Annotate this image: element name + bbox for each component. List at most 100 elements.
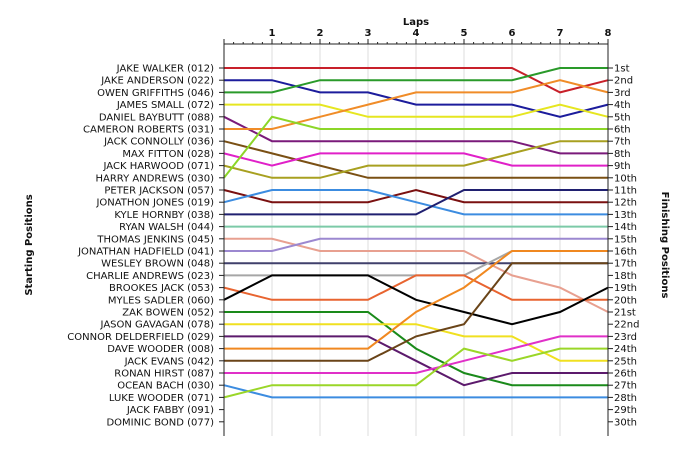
left-axis-title: Starting Positions [24,194,35,295]
rider-name-label: KYLE HORNBY (038) [114,210,214,221]
rider-name-label: JAKE ANDERSON (022) [100,76,214,87]
rider-position-line [223,274,609,326]
lap-tick-label: 6 [509,28,516,39]
rider-name-label: OWEN GRIFFITHS (046) [97,88,214,99]
rider-name-label: JASON GAVAGAN (078) [100,320,215,331]
finishing-position-label: 20th [614,295,637,306]
lap-tick-label: 8 [605,28,612,39]
rider-name-label: HARRY ANDREWS (030) [96,173,215,184]
rider-position-line [223,140,608,179]
lap-tick-label: 5 [461,28,468,39]
rider-name-label: JACK CONNOLLY (036) [103,137,214,148]
rider-position-line [223,115,608,155]
rider-name-label: DANIEL BAYBUTT (088) [99,112,214,123]
finishing-position-label: 10th [614,173,637,184]
rider-name-label: JACK EVANS (042) [124,356,215,367]
rider-position-line [224,262,608,362]
axes [219,43,613,436]
rider-name-label: LUKE WOODER (071) [109,393,214,404]
finishing-position-label: 25th [614,356,637,367]
finishing-position-label: 30th [614,417,637,428]
rider-name-label: JACK HARWOOD (071) [103,161,215,172]
rider-name-label: JAKE WALKER (012) [116,64,214,75]
rider-position-line [224,335,608,374]
finishing-position-label: 29th [614,405,637,416]
rider-position-line [223,115,608,179]
lap-ticks: 1 2 3 4 5 6 7 8 [223,28,612,44]
finishing-position-label: 2nd [614,76,633,87]
finishing-position-label: 3rd [614,88,631,99]
rider-position-line [224,79,609,130]
finishing-position-label: 4th [614,100,631,111]
rider-position-line [224,103,609,118]
rider-name-label: CAMERON ROBERTS (031) [83,125,214,136]
finishing-position-label: 22nd [614,320,639,331]
rider-name-label: PETER JACKSON (057) [104,186,214,197]
rider-position-line [223,188,608,204]
rider-name-label: JONATHAN HADFIELD (041) [77,247,214,258]
rider-position-line [223,189,608,216]
finishing-position-label: 18th [614,271,637,282]
finishing-position-label: 12th [614,198,637,209]
finishing-position-label: 28th [614,393,637,404]
finishing-position-label: 1st [614,64,630,75]
finishing-position-label: 26th [614,369,637,380]
lap-tick-label: 7 [557,28,564,39]
rider-position-line [223,152,608,167]
rider-name-label: DOMINIC BOND (077) [106,417,214,428]
rider-name-label: BROOKES JACK (053) [109,283,214,294]
rider-name-label: JAMES SMALL (072) [116,100,214,111]
finishing-position-label: 9th [614,161,631,172]
rider-position-line [224,189,608,216]
finishing-position-label: 8th [614,149,631,160]
rider-name-label: DAVE WOODER (008) [107,344,214,355]
rider-position-line [224,237,609,313]
finishing-position-labels: 1st2nd3rd4th5th6th7th8th9th10th11th12th1… [614,64,639,429]
lap-tick-label: 1 [269,28,276,39]
rider-name-label: CONNOR DELDERFIELD (029) [67,332,214,343]
finishing-position-label: 5th [614,112,631,123]
finishing-position-label: 16th [614,247,637,258]
rider-name-label: JONATHON JONES (019) [95,198,214,209]
finishing-position-label: 15th [614,234,637,245]
finishing-position-label: 24th [614,344,637,355]
rider-position-line [224,335,608,387]
finishing-position-label: 7th [614,137,631,148]
finishing-position-label: 19th [614,283,637,294]
finishing-position-label: 14th [614,222,637,233]
rider-name-label: CHARLIE ANDREWS (023) [86,271,214,282]
rider-position-line [224,311,608,387]
rider-name-label: JACK FABBY (091) [126,405,214,416]
rider-position-line [224,67,608,94]
finishing-position-label: 17th [614,259,637,270]
rider-position-line [223,384,608,399]
right-axis-title: Finishing Positions [659,192,670,299]
rider-name-label: RONAN HIRST (087) [114,369,214,380]
rider-position-line [224,79,609,118]
rider-name-label: WESLEY BROWN (048) [101,259,214,270]
finishing-position-label: 6th [614,125,631,136]
rider-name-label: RYAN WALSH (044) [119,222,214,233]
rider-name-label: MAX FITTON (028) [122,149,214,160]
x-axis-title: Laps [403,17,429,28]
rider-position-line [223,347,608,399]
lap-tick-label: 4 [413,28,420,39]
finishing-position-label: 13th [614,210,637,221]
lap-tick-label: 2 [317,28,324,39]
finishing-position-label: 27th [614,381,637,392]
rider-position-line [224,250,608,350]
rider-name-label: MYLES SADLER (060) [108,295,214,306]
finishing-position-label: 23rd [614,332,637,343]
finishing-position-label: 21st [614,308,636,319]
lap-gridlines [271,44,561,436]
rider-name-label: THOMAS JENKINS (045) [96,234,214,245]
lap-tick-label: 3 [365,28,372,39]
rider-position-line [223,140,608,179]
rider-name-label: ZAK BOWEN (052) [122,308,214,319]
position-lines [223,67,609,399]
starting-position-labels: JAKE WALKER (012)JAKE ANDERSON (022)OWEN… [67,64,214,429]
rider-name-label: OCEAN BACH (030) [117,381,214,392]
finishing-position-label: 11th [614,186,637,197]
rider-position-line [223,274,608,301]
